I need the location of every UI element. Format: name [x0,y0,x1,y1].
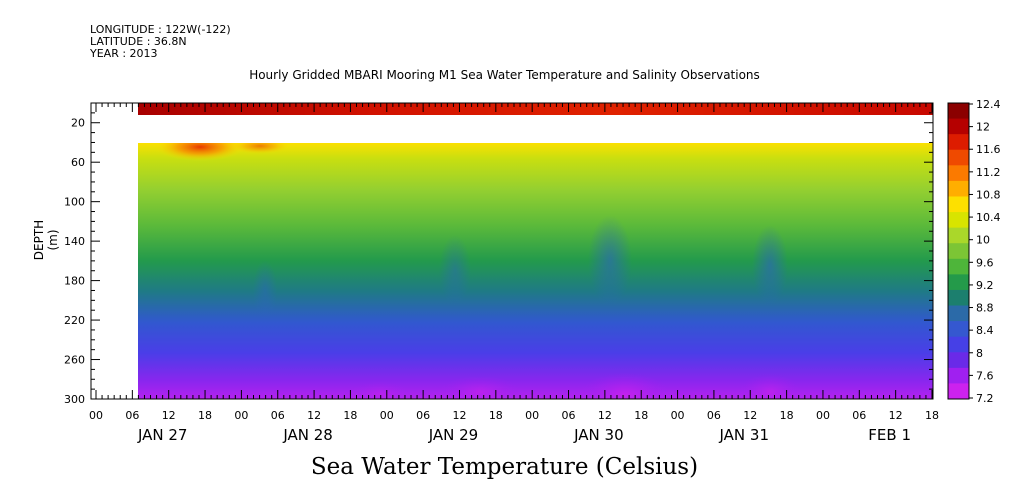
x-tick-label: 12 [307,409,321,422]
colorbar-label: 10.4 [976,211,1001,224]
y-tick-label: 20 [71,117,85,130]
colorbar-swatch [948,352,969,369]
colorbar-label: 7.6 [976,369,994,382]
colorbar-label: 8.8 [976,302,994,315]
warm-anomaly [230,143,290,154]
x-tick-label: 18 [489,409,503,422]
colorbar-swatch [948,274,969,291]
y-tick-label: 140 [64,235,85,248]
y-tick-label: 300 [64,393,85,406]
colorbar-label: 11.2 [976,166,1001,179]
x-tick-label: 18 [780,409,794,422]
colorbar-label: 9.2 [976,279,994,292]
cold-anomaly [740,374,800,399]
colorbar-label: 12.4 [976,98,1001,111]
x-tick-label: 12 [743,409,757,422]
y-tick-label: 60 [71,156,85,169]
colorbar: 12.4 12 11.6 11.2 10.8 10.4 10 9.6 9.2 8.8 8.4 8 7.6… [947,98,1001,405]
x-day-label: JAN 30 [573,426,624,444]
x-day-label: FEB 1 [868,426,911,444]
colorbar-swatch [948,212,969,229]
colorbar-swatch [948,383,969,400]
colorbar-swatch [948,180,969,197]
x-tick-label: 12 [889,409,903,422]
location-metadata: LONGITUDE : 122W(-122) LATITUDE : 36.8N … [90,24,231,60]
y-tick-label: 260 [64,354,85,367]
cold-anomaly [580,373,670,399]
colorbar-label: 10 [976,234,990,247]
x-tick-label: 06 [852,409,866,422]
chart-title: Hourly Gridded MBARI Mooring M1 Sea Wate… [249,68,760,82]
colorbar-label: 8 [976,347,983,360]
colorbar-swatch [948,196,969,213]
colorbar-swatch [948,336,969,353]
colorbar-swatch [948,367,969,384]
x-tick-label: 06 [707,409,721,422]
year-text: YEAR : 2013 [90,47,158,60]
x-tick-label: 18 [634,409,648,422]
x-tick-label: 06 [562,409,576,422]
x-day-label: JAN 27 [137,426,188,444]
x-tick-label: 18 [198,409,212,422]
x-tick-label: 00 [671,409,685,422]
colorbar-swatch [948,165,969,182]
colorbar-label: 9.6 [976,256,994,269]
x-tick-label: 12 [162,409,176,422]
cold-anomaly [440,376,520,399]
colorbar-swatch [948,305,969,322]
colorbar-swatch [948,321,969,338]
colorbar-swatch [948,134,969,151]
x-tick-label: 12 [452,409,466,422]
axes: 20 60 100 140 180 220 260 300 00 06 12 18 00 06 12 18 00… [64,102,939,444]
x-day-label: JAN 29 [428,426,479,444]
x-tick-label: 00 [816,409,830,422]
colorbar-label: 7.2 [976,392,994,405]
colorbar-swatch [948,243,969,260]
x-tick-label: 06 [125,409,139,422]
y-tick-label: 220 [64,314,85,327]
x-tick-label: 06 [416,409,430,422]
upwelling-anomaly [253,260,277,320]
upwelling-anomaly [588,215,632,305]
colorbar-label: 12 [976,121,990,134]
x-day-label: JAN 31 [719,426,770,444]
colorbar-label: 8.4 [976,324,994,337]
x-tick-label: 12 [598,409,612,422]
upwelling-anomaly [439,235,471,305]
cold-anomaly [350,382,410,399]
colorbar-swatch [948,227,969,244]
x-tick-label: 00 [89,409,103,422]
x-tick-label: 18 [343,409,357,422]
x-tick-label: 00 [525,409,539,422]
warm-anomaly [155,143,245,161]
colorbar-label: 10.8 [976,188,1001,201]
surface-temperature-band [138,103,933,115]
y-tick-label: 100 [64,196,85,209]
colorbar-label: 11.6 [976,143,1001,156]
colorbar-swatch [948,258,969,275]
colorbar-swatch [948,149,969,166]
colorbar-swatch [948,103,969,120]
x-tick-label: 00 [380,409,394,422]
heatmap-field [138,103,933,399]
x-tick-label: 18 [925,409,939,422]
variable-title: Sea Water Temperature (Celsius) [310,454,699,480]
x-day-label: JAN 28 [282,426,333,444]
colorbar-swatch [948,118,969,135]
colorbar-frame [947,102,970,400]
x-tick-label: 00 [234,409,248,422]
y-tick-label: 180 [64,275,85,288]
upwelling-anomaly [752,225,788,305]
latitude-text: LATITUDE : 36.8N [90,35,187,48]
x-tick-label: 06 [271,409,285,422]
colorbar-swatch [948,289,969,307]
longitude-text: LONGITUDE : 122W(-122) [90,23,231,36]
